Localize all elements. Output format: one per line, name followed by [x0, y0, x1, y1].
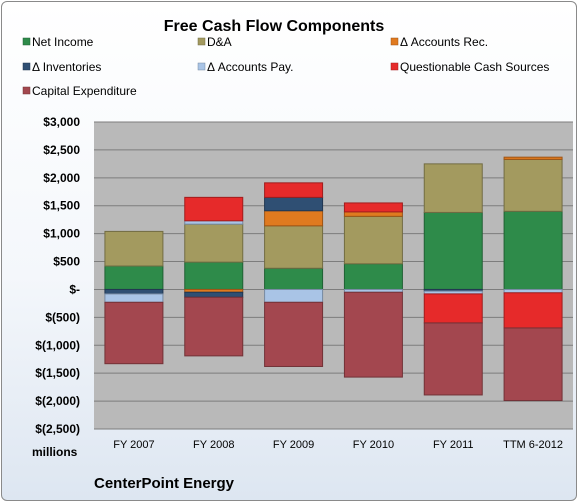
- bar-capital-expenditure-ttm-6-2012: [503, 327, 563, 402]
- chart-legend: Net Income D&A Δ Accounts Rec. Δ Inventorie…: [22, 35, 549, 98]
- legend-swatch: [197, 62, 206, 71]
- bar-accounts-rec-fy-2009: [264, 210, 324, 227]
- legend-swatch: [22, 62, 31, 71]
- company-footer: CenterPoint Energy: [94, 475, 235, 492]
- legend-swatch: [22, 86, 31, 95]
- legend-label: Δ Accounts Rec.: [400, 35, 488, 49]
- chart-title: Free Cash Flow Components: [164, 18, 385, 35]
- x-tick-label: FY 2009: [273, 439, 314, 451]
- legend-label: Capital Expenditure: [32, 84, 137, 98]
- bar-capital-expenditure-fy-2011: [423, 322, 483, 396]
- bar-inventories-fy-2008: [184, 291, 244, 298]
- bar-questionable-cash-sources-fy-2008: [184, 196, 244, 222]
- legend-swatch: [390, 37, 399, 46]
- x-axis: FY 2007 FY 2008 FY 2009 FY 2010 FY 2011 TTM 6…: [113, 439, 563, 451]
- legend-item-d-a: D&A: [197, 35, 232, 49]
- bar-net-income-fy-2008: [184, 261, 244, 290]
- y-tick-label: $(2,500): [35, 422, 80, 436]
- bar-questionable-cash-sources-fy-2010: [343, 202, 403, 213]
- legend-item-net-income: Net Income: [22, 35, 94, 49]
- y-tick-label: $(1,000): [35, 338, 80, 352]
- bar-accounts-pay-fy-2007: [104, 293, 164, 303]
- plot-area: [94, 121, 573, 430]
- y-tick-label: $500: [53, 255, 80, 269]
- legend-label: Net Income: [32, 35, 94, 49]
- bar-net-income-fy-2009: [264, 267, 324, 290]
- bar-d-a-fy-2008: [184, 223, 244, 263]
- legend-item-accounts-rec: Δ Accounts Rec.: [390, 35, 488, 49]
- bar-d-a-fy-2010: [343, 215, 403, 265]
- bar-capital-expenditure-fy-2009: [264, 301, 324, 367]
- bar-accounts-rec-ttm-6-2012: [503, 156, 563, 160]
- bar-inventories-fy-2009: [264, 196, 324, 212]
- bar-capital-expenditure-fy-2010: [343, 291, 403, 378]
- bar-questionable-cash-sources-ttm-6-2012: [503, 292, 563, 329]
- legend-swatch: [197, 37, 206, 46]
- bar-net-income-fy-2007: [104, 265, 164, 290]
- y-axis: $3,000 $2,500 $2,000 $1,500 $1,000 $500 $- $(50…: [35, 115, 80, 436]
- bar-accounts-pay-fy-2009: [264, 288, 324, 303]
- legend-label: Δ Inventories: [32, 60, 101, 74]
- legend-swatch: [390, 62, 399, 71]
- y-tick-label: $3,000: [43, 115, 80, 129]
- x-tick-label: FY 2011: [433, 439, 474, 451]
- bar-net-income-ttm-6-2012: [503, 210, 563, 290]
- y-tick-label: $-: [69, 282, 80, 296]
- bar-questionable-cash-sources-fy-2009: [264, 182, 324, 198]
- x-tick-label: FY 2010: [353, 439, 394, 451]
- x-tick-label: FY 2008: [193, 439, 234, 451]
- bar-capital-expenditure-fy-2008: [184, 296, 244, 357]
- unit-label: millions: [32, 445, 78, 459]
- y-tick-label: $(500): [45, 310, 80, 324]
- bar-net-income-fy-2010: [343, 263, 403, 290]
- legend-swatch: [22, 37, 31, 46]
- bar-d-a-fy-2007: [104, 230, 164, 267]
- plot-background: [94, 122, 573, 429]
- y-tick-label: $(2,000): [35, 394, 80, 408]
- y-tick-label: $1,500: [43, 199, 80, 213]
- bar-d-a-ttm-6-2012: [503, 158, 563, 212]
- bar-d-a-fy-2011: [423, 163, 483, 213]
- bar-accounts-pay-ttm-6-2012: [503, 288, 563, 294]
- bar-inventories-fy-2007: [104, 288, 164, 295]
- legend-item-capital-expenditure: Capital Expenditure: [22, 84, 137, 98]
- bar-capital-expenditure-fy-2007: [104, 301, 164, 365]
- x-tick-label: FY 2007: [113, 439, 154, 451]
- legend-label: D&A: [207, 35, 232, 49]
- y-tick-label: $1,000: [43, 227, 80, 241]
- bar-net-income-fy-2011: [423, 211, 483, 290]
- y-tick-label: $2,500: [43, 143, 80, 157]
- bar-d-a-fy-2009: [264, 225, 324, 269]
- legend-label: Δ Accounts Pay.: [207, 60, 294, 74]
- x-tick-label: TTM 6-2012: [503, 439, 563, 451]
- legend-item-accounts-pay: Δ Accounts Pay.: [197, 60, 294, 74]
- legend-label: Questionable Cash Sources: [400, 60, 549, 74]
- bar-questionable-cash-sources-fy-2011: [423, 293, 483, 324]
- legend-item-inventories: Δ Inventories: [22, 60, 101, 74]
- bar-accounts-pay-fy-2008: [184, 220, 244, 225]
- bar-accounts-rec-fy-2010: [343, 211, 403, 217]
- legend-item-questionable-cash-sources: Questionable Cash Sources: [390, 60, 549, 74]
- y-tick-label: $2,000: [43, 171, 80, 185]
- y-tick-label: $(1,500): [35, 366, 80, 380]
